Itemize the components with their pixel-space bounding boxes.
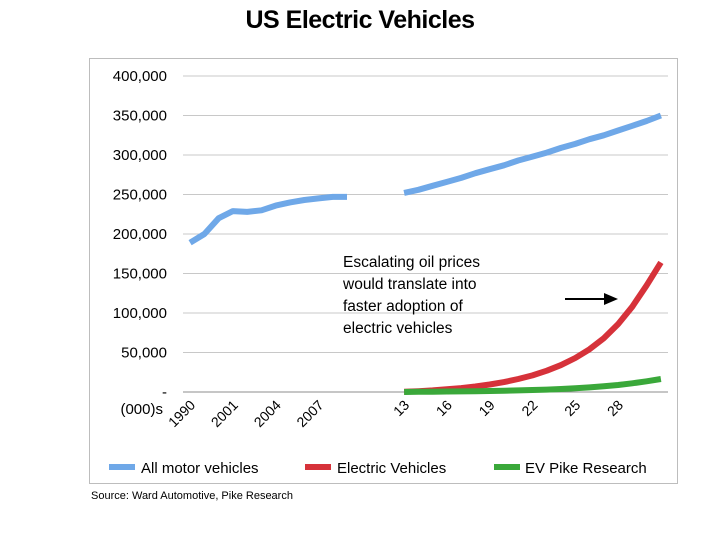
y-tick-labels: - 50,000 100,000 150,000 200,000 250,000 300,0…	[113, 68, 167, 418]
legend: All motor vehicles Electric Vehicles EV Pi…	[109, 460, 647, 477]
annotation-line: electric vehicles	[343, 320, 453, 337]
x-tick-label: 1990	[165, 397, 198, 430]
y-tick-label: 100,000	[113, 305, 167, 322]
x-tick-label: 13	[390, 397, 412, 419]
annotation-line: would translate into	[343, 276, 477, 293]
y-tick-label: -	[162, 384, 167, 401]
legend-label: EV Pike Research	[525, 460, 647, 477]
chart-title: US Electric Vehicles	[245, 6, 475, 34]
y-axis-label: (000)s	[120, 401, 163, 418]
source-note: Source: Ward Automotive, Pike Research	[91, 490, 293, 502]
chart-frame	[89, 58, 678, 484]
series-line	[403, 112, 662, 196]
gridlines	[183, 75, 668, 393]
series-lines	[188, 112, 664, 395]
x-tick-label: 22	[518, 397, 540, 419]
y-tick-label: 150,000	[113, 266, 167, 283]
x-tick-label: 19	[475, 397, 497, 419]
x-tick-label: 2001	[208, 397, 241, 430]
x-tick-label: 28	[604, 397, 626, 419]
y-tick-label: 350,000	[113, 108, 167, 125]
series-line	[404, 376, 662, 395]
series-line	[188, 193, 347, 246]
x-tick-labels: 1990 2001 2004 2007 13 16 19 22 25 28	[165, 397, 626, 430]
legend-label: All motor vehicles	[141, 460, 259, 477]
annotation-text: Escalating oil prices would translate in…	[343, 252, 480, 340]
x-tick-label: 2007	[293, 397, 326, 430]
arrow-head	[604, 293, 618, 305]
x-tick-label: 16	[433, 397, 455, 419]
y-tick-label: 400,000	[113, 68, 167, 85]
y-tick-label: 200,000	[113, 226, 167, 243]
annotation-arrow	[565, 293, 618, 305]
x-tick-label: 25	[561, 397, 583, 419]
annotation-line: faster adoption of	[343, 298, 463, 315]
annotation-line: Escalating oil prices	[343, 254, 480, 271]
y-tick-label: 250,000	[113, 187, 167, 204]
legend-label: Electric Vehicles	[337, 460, 446, 477]
y-tick-label: 50,000	[121, 345, 167, 362]
x-tick-label: 2004	[250, 397, 283, 430]
y-tick-label: 300,000	[113, 147, 167, 164]
